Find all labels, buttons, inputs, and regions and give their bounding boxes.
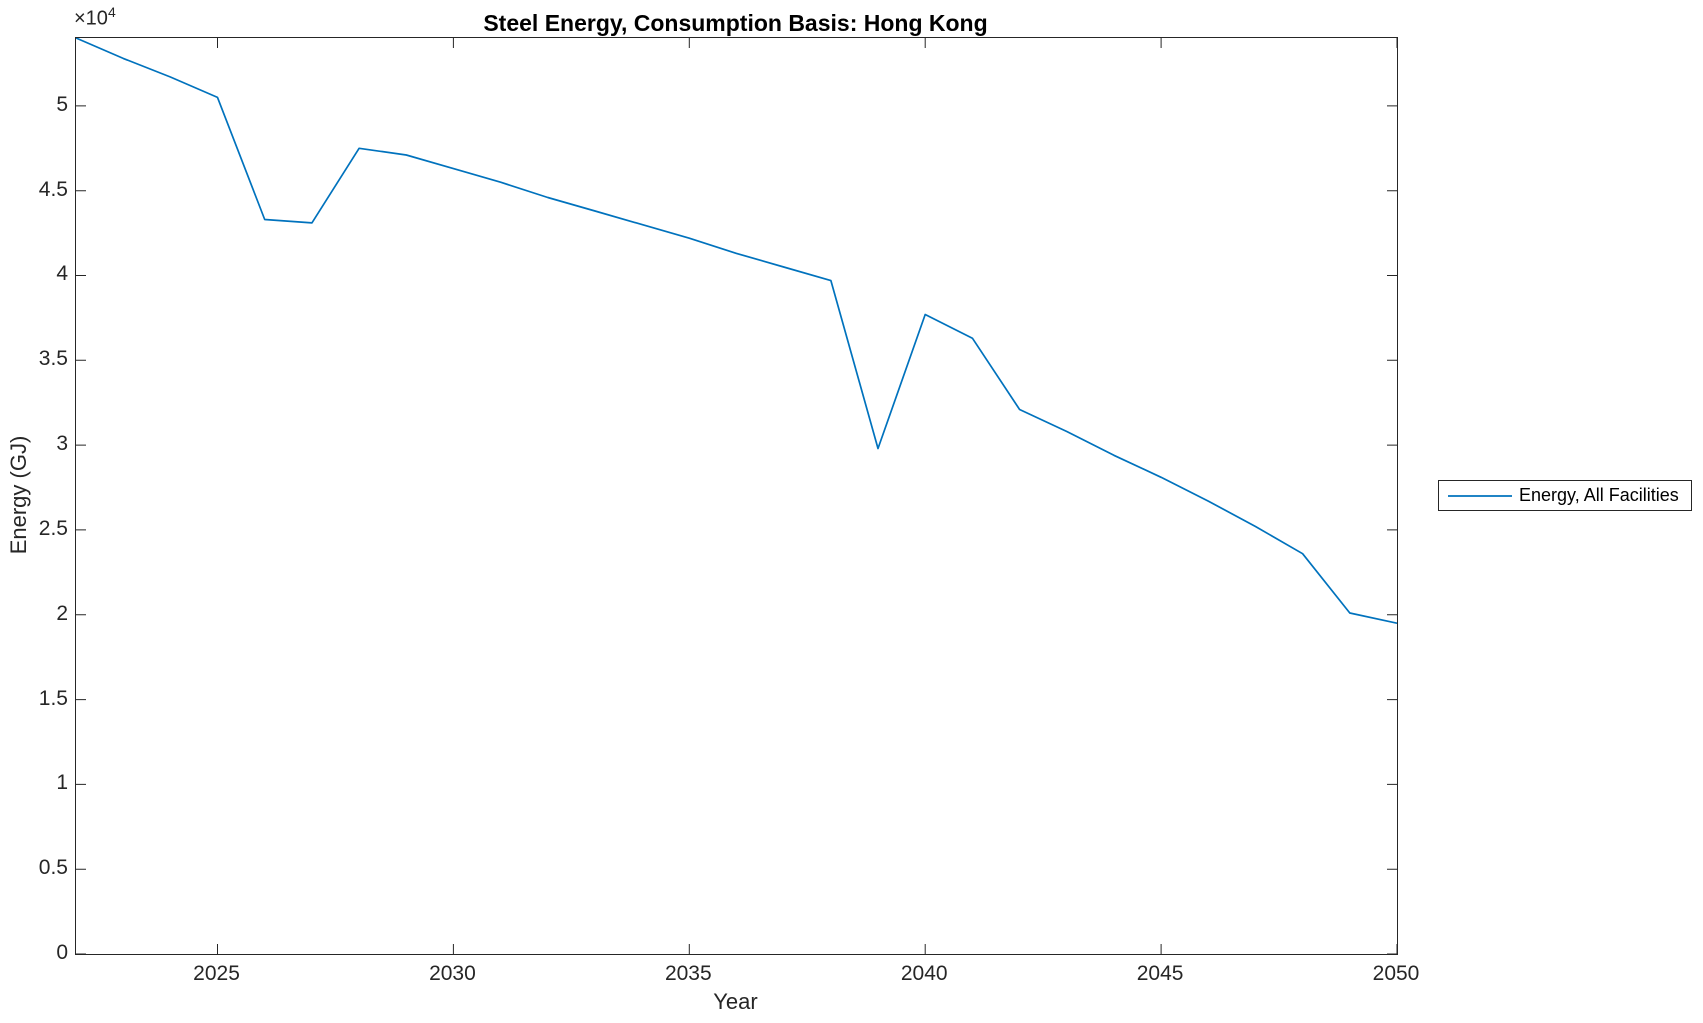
- chart-title: Steel Energy, Consumption Basis: Hong Ko…: [483, 10, 988, 36]
- x-tick-label: 2035: [664, 962, 712, 985]
- x-tick-label: 2045: [1136, 962, 1184, 985]
- legend: Energy, All Facilities: [1438, 480, 1692, 511]
- y-tick-label: 5: [56, 92, 68, 116]
- y-tick-label: 1: [56, 771, 68, 795]
- y-tick-label: 4: [56, 262, 68, 286]
- legend-line-sample: [1448, 494, 1512, 497]
- line-chart-svg: [76, 38, 1397, 954]
- y-axis-exponent-label: ×104: [74, 4, 116, 31]
- y-axis-exponent-power: 4: [107, 4, 116, 20]
- x-tick-label: 2030: [429, 962, 476, 985]
- y-tick-label: 0: [56, 941, 68, 964]
- y-tick-label: 3: [56, 432, 68, 456]
- energy-series-line: [76, 38, 1397, 625]
- axis-tick-marks: [76, 38, 1397, 954]
- y-tick-label: 2.5: [38, 516, 68, 540]
- x-tick-label: 2025: [193, 962, 240, 985]
- x-tick-label: 2050: [1372, 962, 1420, 985]
- legend-label: Energy, All Facilities: [1519, 485, 1679, 505]
- x-axis-label: Year: [713, 989, 758, 1014]
- plot-area: [75, 37, 1398, 955]
- y-axis-exponent-base: ×10: [74, 7, 108, 30]
- y-tick-label: 0.5: [38, 856, 68, 880]
- y-tick-label: 4.5: [38, 177, 68, 201]
- y-tick-label: 1.5: [38, 686, 68, 710]
- y-tick-label: 3.5: [38, 347, 68, 371]
- y-tick-label: 2: [56, 601, 68, 625]
- x-tick-label: 2040: [900, 962, 948, 985]
